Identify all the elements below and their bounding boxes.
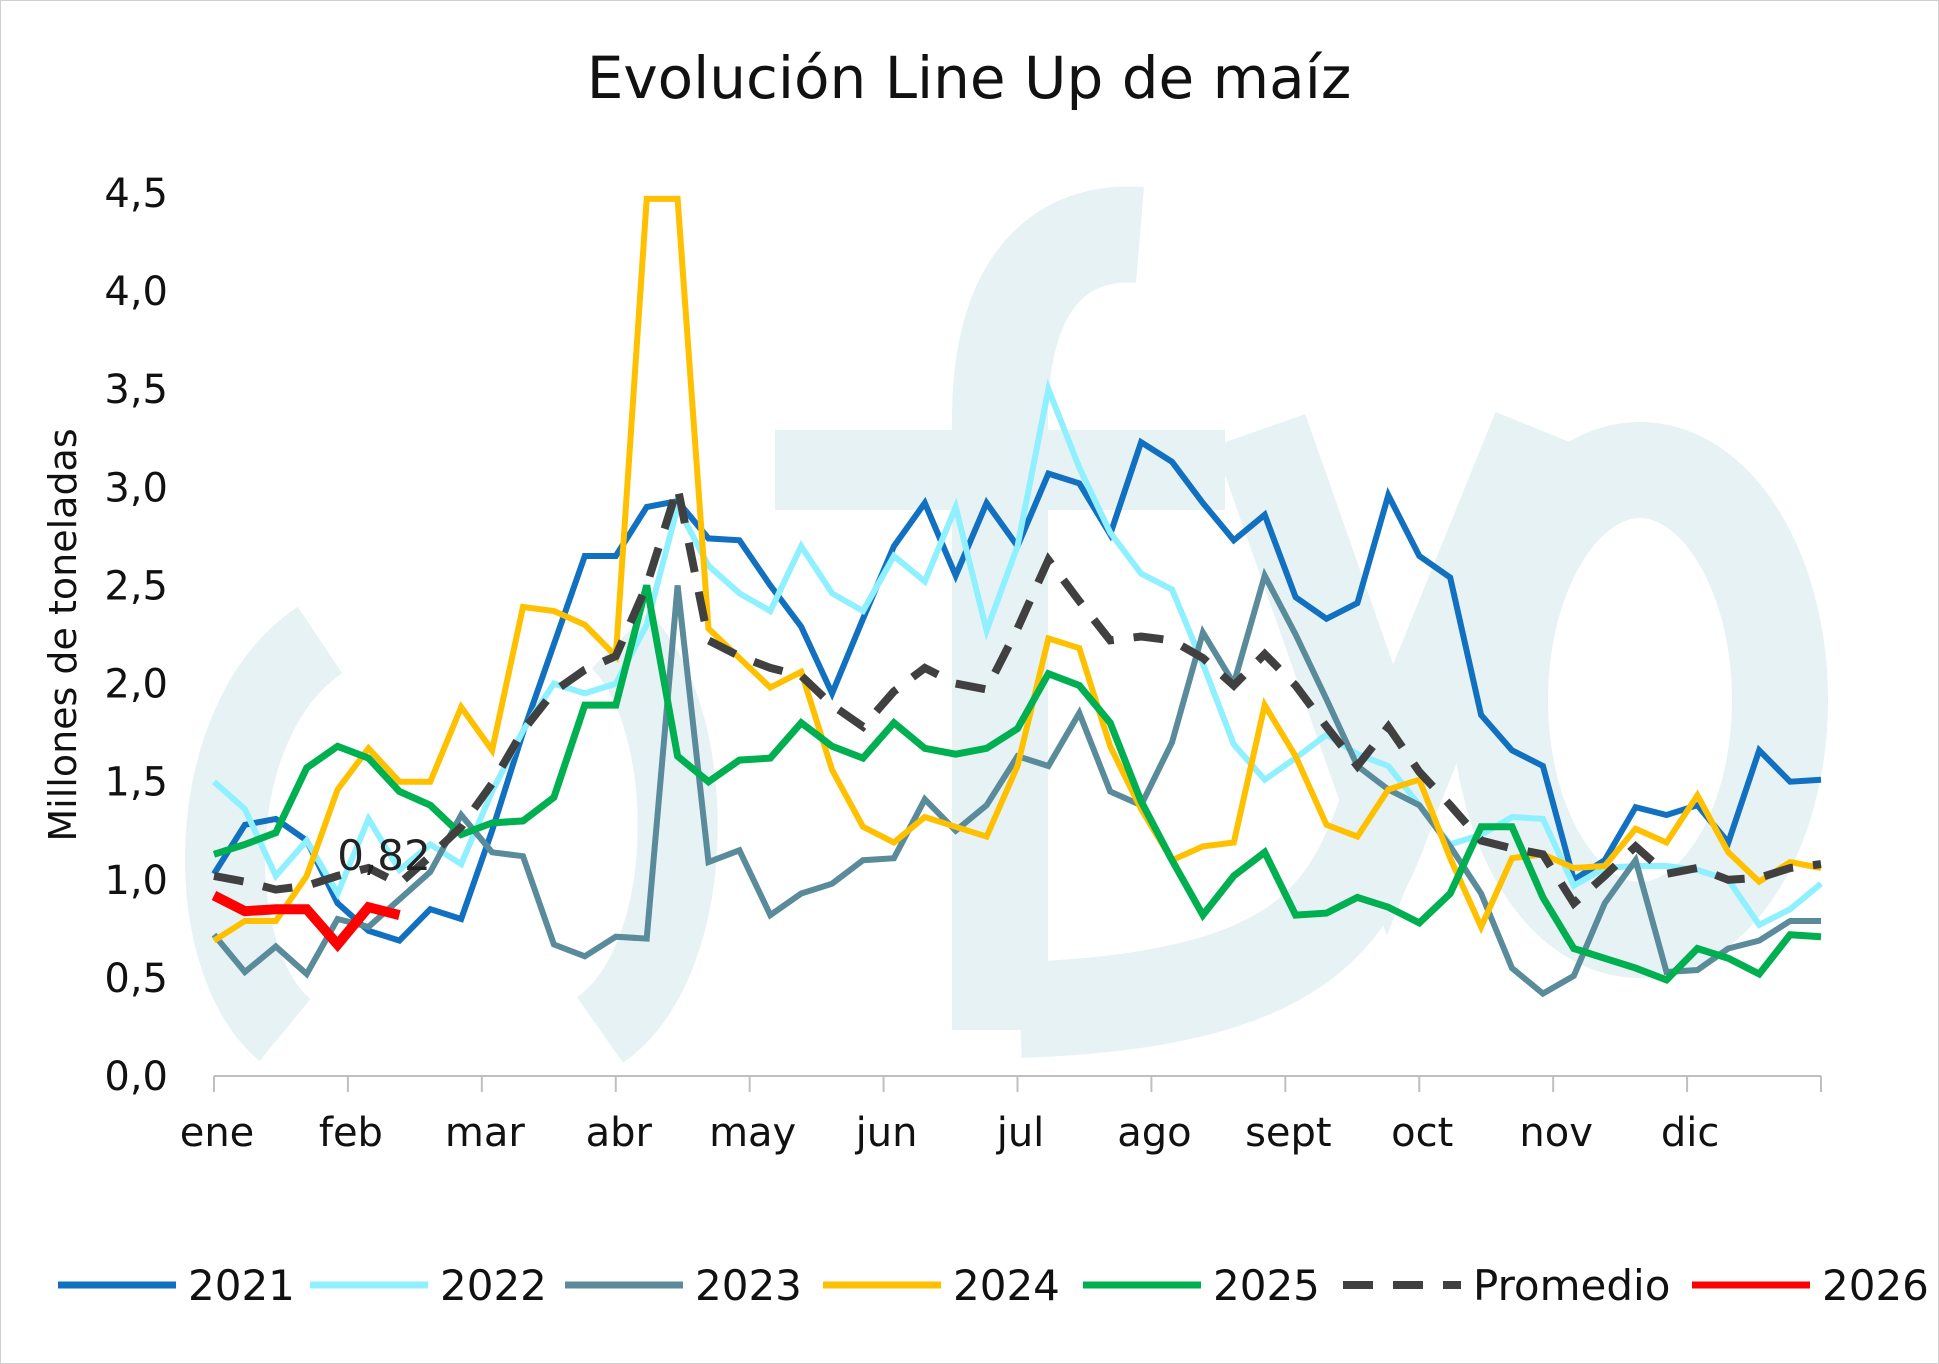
legend-label: 2026 — [1822, 1261, 1929, 1310]
legend-label: 2024 — [953, 1261, 1060, 1310]
y-tick-label: 1,0 — [104, 858, 168, 904]
legend: 2021 2022 2023 2024 2025 Promedio 2026 — [58, 1261, 1929, 1310]
x-tick-label: dic — [1661, 1110, 1720, 1156]
data-label-annotation: 0,82 — [337, 831, 431, 880]
y-tick-label: 0,5 — [104, 956, 168, 1002]
x-tick-label: ago — [1117, 1110, 1191, 1156]
legend-label: 2023 — [695, 1261, 802, 1310]
x-tick-label: nov — [1519, 1110, 1593, 1156]
y-tick-label: 1,5 — [104, 760, 168, 806]
x-tick-label: sept — [1245, 1110, 1332, 1156]
y-axis-ticks: 0,0 0,5 1,0 1,5 2,0 2,5 3,0 3,5 4,0 4,5 — [104, 171, 168, 1100]
series-line-2022 — [212, 378, 1823, 929]
series-line-promedio — [213, 486, 1822, 910]
x-axis: ene feb mar abr may jun jul ago sept oct nov dic — [180, 1075, 1822, 1156]
y-tick-label: 4,5 — [104, 171, 168, 217]
x-tick-label: ene — [180, 1110, 255, 1156]
x-tick-label: oct — [1391, 1110, 1453, 1156]
y-axis-label: Millones de toneladas — [41, 428, 85, 841]
legend-label: 2022 — [440, 1261, 547, 1310]
x-tick-label: may — [709, 1110, 796, 1156]
legend-label: 2025 — [1213, 1261, 1320, 1310]
x-tick-label: feb — [319, 1110, 383, 1156]
y-tick-label: 0,0 — [104, 1054, 168, 1100]
x-tick-label: jun — [855, 1110, 918, 1156]
legend-label: 2021 — [188, 1261, 295, 1310]
x-tick-label: mar — [445, 1110, 525, 1156]
x-tick-label: jul — [996, 1110, 1045, 1156]
series-line-2024 — [212, 195, 1822, 944]
y-tick-label: 2,5 — [104, 563, 168, 609]
series-layer — [211, 195, 1823, 998]
series-line-2025 — [212, 584, 1822, 984]
y-tick-label: 3,5 — [104, 367, 168, 413]
y-tick-label: 2,0 — [104, 662, 168, 708]
fyo-watermark-logo — [185, 186, 1828, 1063]
chart-title: Evolución Line Up de maíz — [587, 44, 1352, 112]
legend-label: Promedio — [1473, 1261, 1670, 1310]
series-line-2026 — [211, 891, 401, 953]
x-tick-label: abr — [586, 1110, 653, 1156]
y-tick-label: 4,0 — [104, 269, 168, 315]
y-tick-label: 3,0 — [104, 465, 168, 511]
